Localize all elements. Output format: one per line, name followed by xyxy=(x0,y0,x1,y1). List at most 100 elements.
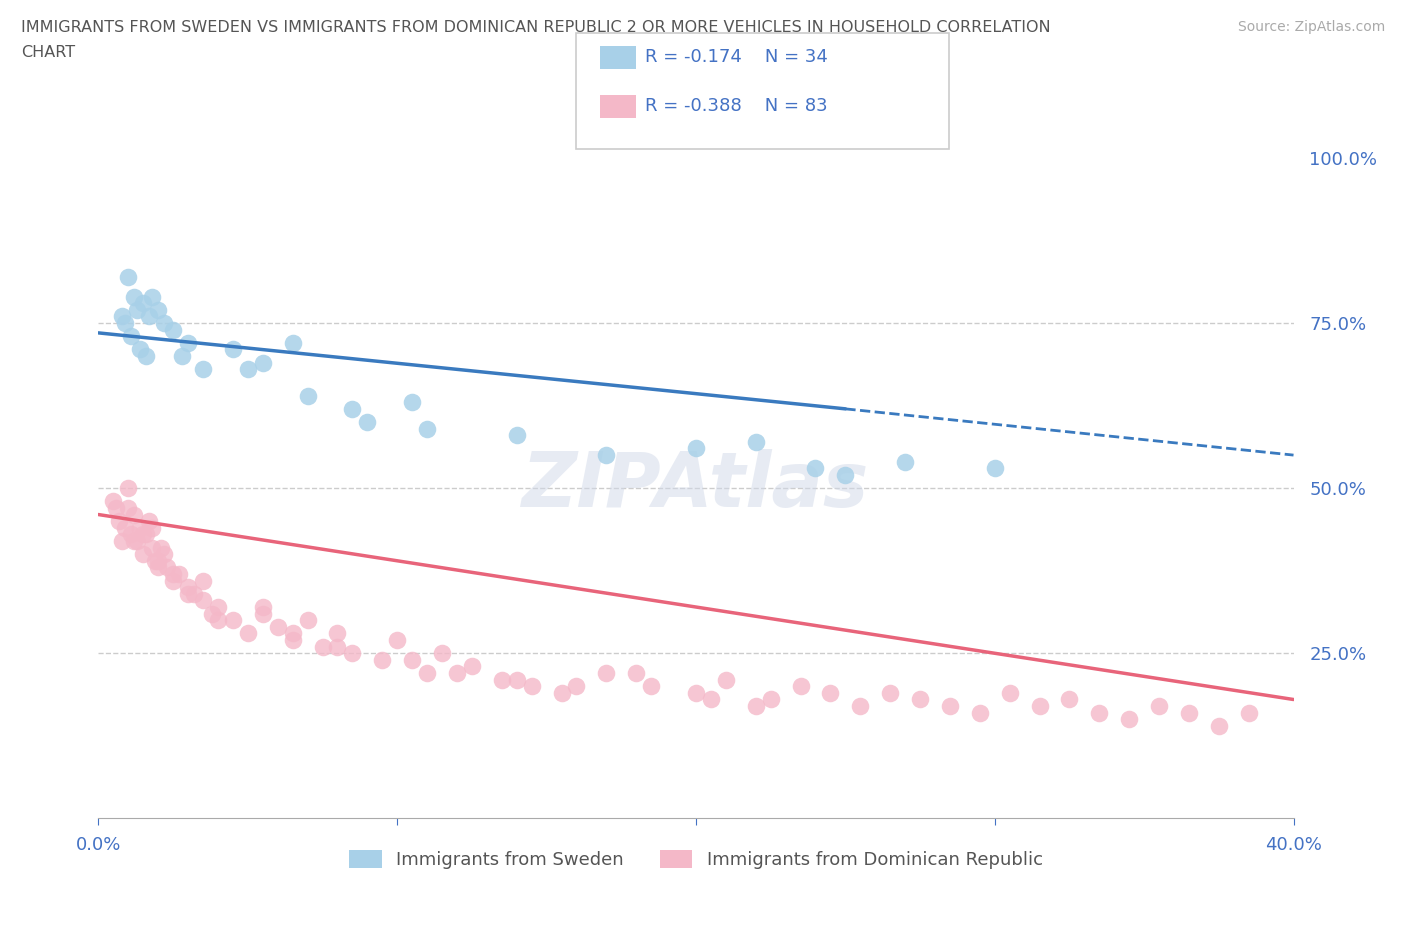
Point xyxy=(141,540,163,555)
Point xyxy=(506,672,529,687)
Point xyxy=(789,679,811,694)
Point xyxy=(132,296,155,311)
Point xyxy=(236,362,259,377)
Point xyxy=(700,692,723,707)
Point xyxy=(401,395,423,410)
Point xyxy=(252,606,274,621)
Point xyxy=(401,653,423,668)
Point xyxy=(191,362,214,377)
Text: CHART: CHART xyxy=(21,45,75,60)
Legend: Immigrants from Sweden, Immigrants from Dominican Republic: Immigrants from Sweden, Immigrants from … xyxy=(342,843,1050,876)
Point xyxy=(127,534,149,549)
Point xyxy=(595,666,617,681)
Point xyxy=(745,434,768,449)
Point xyxy=(108,513,131,528)
Point xyxy=(156,560,179,575)
Point xyxy=(183,587,205,602)
Point xyxy=(124,507,146,522)
Point xyxy=(371,653,394,668)
Point xyxy=(1118,711,1140,726)
Point xyxy=(267,619,290,634)
Point xyxy=(326,626,349,641)
Point xyxy=(550,685,572,700)
Point xyxy=(685,441,707,456)
Point xyxy=(297,613,319,628)
Point xyxy=(111,534,134,549)
Point xyxy=(117,481,139,496)
Point xyxy=(356,415,378,430)
Point xyxy=(1178,705,1201,720)
Text: Source: ZipAtlas.com: Source: ZipAtlas.com xyxy=(1237,20,1385,34)
Point xyxy=(342,402,364,417)
Point xyxy=(430,645,453,660)
Point xyxy=(446,666,468,681)
Point xyxy=(111,309,134,324)
Point xyxy=(565,679,588,694)
Point xyxy=(342,645,364,660)
Point xyxy=(191,593,214,608)
Point xyxy=(326,639,349,654)
Point xyxy=(207,613,229,628)
Point xyxy=(191,573,214,588)
Point xyxy=(103,494,125,509)
Point xyxy=(162,573,184,588)
Point xyxy=(984,461,1007,476)
Point xyxy=(120,527,142,542)
Point xyxy=(132,527,155,542)
Point xyxy=(148,302,170,317)
Point xyxy=(124,534,146,549)
Point xyxy=(153,547,176,562)
Point xyxy=(491,672,513,687)
Point xyxy=(385,632,409,647)
Point xyxy=(281,336,304,351)
Point xyxy=(759,692,782,707)
Point xyxy=(849,698,872,713)
Point xyxy=(135,527,157,542)
Point xyxy=(117,270,139,285)
Point xyxy=(148,560,170,575)
Point xyxy=(201,606,224,621)
Point xyxy=(138,513,160,528)
Point xyxy=(311,639,333,654)
Point xyxy=(124,289,146,304)
Point xyxy=(141,520,163,535)
Point xyxy=(1147,698,1170,713)
Point xyxy=(148,553,170,568)
Point xyxy=(685,685,707,700)
Point xyxy=(143,553,166,568)
Point xyxy=(1237,705,1260,720)
Point xyxy=(1088,705,1111,720)
Point xyxy=(222,613,245,628)
Point xyxy=(117,500,139,515)
Point xyxy=(416,666,439,681)
Point xyxy=(461,659,484,674)
Point xyxy=(120,328,142,343)
Point xyxy=(1208,719,1230,734)
Point xyxy=(969,705,991,720)
Text: ZIPAtlas: ZIPAtlas xyxy=(522,449,870,524)
Point xyxy=(138,309,160,324)
Point xyxy=(222,342,245,357)
Point xyxy=(252,600,274,615)
Point xyxy=(506,428,529,443)
Point xyxy=(804,461,827,476)
Point xyxy=(416,421,439,436)
Point xyxy=(172,349,194,364)
Point xyxy=(135,349,157,364)
Point xyxy=(1059,692,1081,707)
Point xyxy=(939,698,962,713)
Point xyxy=(162,322,184,337)
Point xyxy=(820,685,842,700)
Point xyxy=(207,600,229,615)
Point xyxy=(520,679,543,694)
Point xyxy=(626,666,648,681)
Point xyxy=(132,547,155,562)
Point xyxy=(105,500,128,515)
Point xyxy=(1028,698,1050,713)
Point xyxy=(281,626,304,641)
Point xyxy=(150,540,173,555)
Point xyxy=(834,468,856,483)
Point xyxy=(129,342,152,357)
Point xyxy=(141,289,163,304)
Point xyxy=(714,672,737,687)
